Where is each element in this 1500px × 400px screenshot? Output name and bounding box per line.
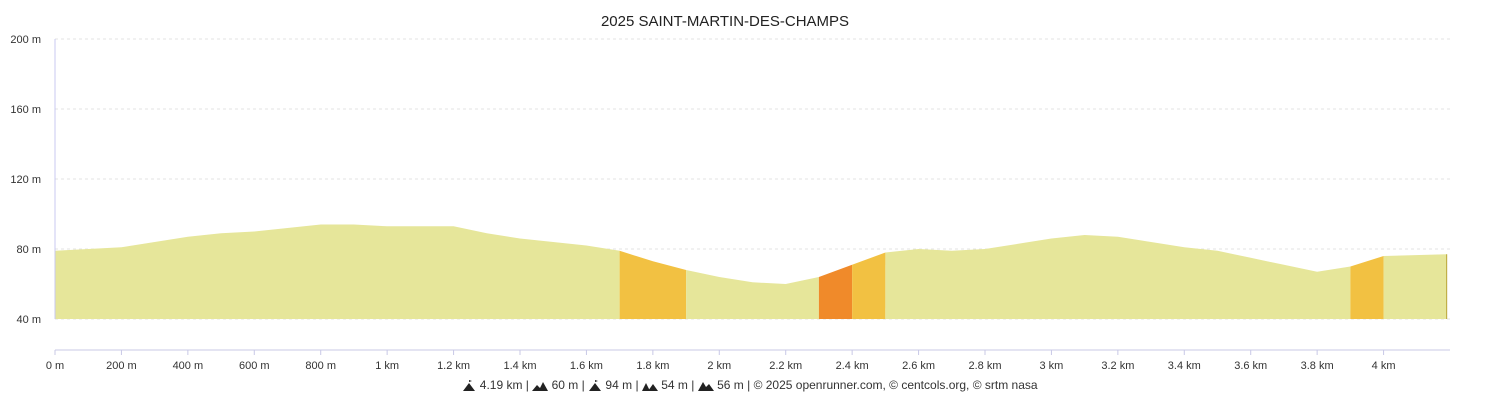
x-tick-label: 800 m: [305, 360, 336, 372]
x-tick-label: 4 km: [1372, 360, 1396, 372]
y-tick-label: 80 m: [17, 244, 41, 256]
x-tick-label: 2 km: [707, 360, 731, 372]
x-tick-label: 3.4 km: [1168, 360, 1201, 372]
x-tick-label: 1.2 km: [437, 360, 470, 372]
x-tick-label: 1.4 km: [503, 360, 536, 372]
min-altitude-icon: [641, 380, 658, 392]
y-tick-label: 120 m: [10, 174, 41, 186]
elevation-segment: [852, 252, 886, 319]
elevation-segment: [1350, 256, 1384, 319]
y-tick-label: 40 m: [17, 314, 41, 326]
ascent-icon: [532, 380, 549, 392]
x-tick-label: 1.6 km: [570, 360, 603, 372]
distance-icon: [462, 379, 476, 392]
x-tick-label: 3 km: [1040, 360, 1064, 372]
descent-icon: [697, 380, 714, 392]
max-altitude-icon: [588, 379, 602, 392]
ascent-value: 60 m: [551, 378, 579, 392]
min-altitude-value: 54 m: [661, 378, 688, 392]
elevation-segment: [1383, 254, 1447, 319]
elevation-segment: [686, 270, 819, 319]
elevation-segment: [818, 264, 853, 319]
elevation-segment: [619, 250, 687, 319]
x-tick-label: 600 m: [239, 360, 270, 372]
descent-value: 56 m: [717, 378, 744, 392]
x-axis-ticks: 0 m 200 m 400 m 600 m 800 m 1 km 1.2 km 1.4 km 1…: [46, 350, 1396, 372]
elevation-segment: [885, 235, 1351, 319]
x-tick-label: 2.6 km: [902, 360, 935, 372]
route-summary: 4.19 km | 60 m | 94 m | 54 m | 56 m | © …: [0, 378, 1500, 392]
x-tick-label: 2.4 km: [836, 360, 869, 372]
elevation-segment: [55, 224, 620, 319]
y-axis-ticks: 40 m 80 m 120 m 160 m 200 m: [10, 34, 41, 326]
x-tick-label: 200 m: [106, 360, 137, 372]
x-tick-label: 400 m: [173, 360, 204, 372]
x-tick-label: 1.8 km: [636, 360, 669, 372]
y-tick-label: 160 m: [10, 104, 41, 116]
max-altitude-value: 94 m: [605, 378, 633, 392]
y-tick-label: 200 m: [10, 34, 41, 46]
distance-value: 4.19 km: [479, 378, 523, 392]
x-tick-label: 3.6 km: [1234, 360, 1267, 372]
elevation-area: [55, 224, 1448, 319]
x-tick-label: 3.2 km: [1101, 360, 1134, 372]
x-tick-label: 2.2 km: [769, 360, 802, 372]
credits-text: © 2025 openrunner.com, © centcols.org, ©…: [753, 378, 1038, 392]
chart-title: 2025 SAINT-MARTIN-DES-CHAMPS: [601, 13, 849, 30]
x-tick-label: 0 m: [46, 360, 64, 372]
x-tick-label: 1 km: [375, 360, 399, 372]
axes: [54, 39, 1450, 351]
x-tick-label: 2.8 km: [968, 360, 1001, 372]
x-tick-label: 3.8 km: [1301, 360, 1334, 372]
